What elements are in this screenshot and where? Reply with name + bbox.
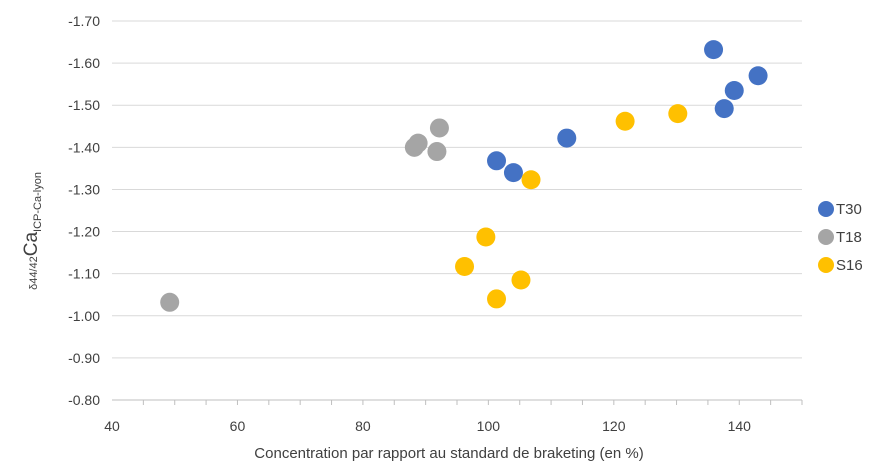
- y-tick-label: -1.20: [68, 224, 100, 240]
- y-axis-title-prefix: δ44/42: [28, 256, 40, 290]
- y-tick-label: -1.70: [68, 13, 100, 29]
- y-tick-label: -0.90: [68, 350, 100, 366]
- x-tick-label: 80: [355, 418, 371, 434]
- data-point-t30: [503, 163, 523, 183]
- y-axis-title-main: Ca: [21, 232, 42, 257]
- y-axis-title-subscript: ICP-Ca-lyon: [32, 172, 44, 232]
- x-tick-label: 60: [230, 418, 246, 434]
- grid: [112, 20, 802, 359]
- legend-label-t18: T18: [836, 229, 862, 246]
- data-point-s16: [476, 227, 496, 247]
- data-point-s16: [668, 104, 688, 124]
- x-tick-label: 40: [104, 418, 120, 434]
- data-point-t18: [429, 118, 449, 138]
- y-tick-label: -1.50: [68, 97, 100, 113]
- data-point-s16: [487, 289, 507, 309]
- legend-marker-t30: [818, 201, 834, 217]
- data-point-t30: [487, 151, 507, 171]
- data-points: [160, 40, 768, 312]
- x-tick-label: 100: [477, 418, 501, 434]
- legend-label-t30: T30: [836, 201, 862, 218]
- legend-marker-t18: [818, 229, 834, 245]
- x-tick-label: 120: [602, 418, 626, 434]
- data-point-t30: [724, 80, 744, 100]
- data-point-s16: [615, 111, 635, 131]
- y-axis-title: δ44/42CaICP-Ca-lyon: [21, 172, 44, 290]
- data-point-t30: [704, 40, 724, 60]
- data-point-t18: [427, 142, 447, 162]
- data-point-s16: [511, 270, 531, 290]
- legend-label-s16: S16: [836, 257, 863, 274]
- data-point-s16: [521, 170, 541, 190]
- y-tick-label: -1.10: [68, 266, 100, 282]
- x-axis-title: Concentration par rapport au standard de…: [254, 445, 643, 462]
- data-point-s16: [455, 257, 475, 277]
- legend: T30 T18 S16: [818, 201, 863, 274]
- y-tick-label: -1.30: [68, 181, 100, 197]
- axes: -0.80 -0.90 -1.00 -1.10 -1.20 -1.30 -1.40 -1.50…: [68, 13, 803, 434]
- legend-marker-s16: [818, 257, 834, 273]
- y-tick-label: -1.60: [68, 55, 100, 71]
- data-point-t30: [557, 128, 577, 148]
- y-tick-label: -1.00: [68, 308, 100, 324]
- y-tick-label: -0.80: [68, 392, 100, 408]
- y-tick-label: -1.40: [68, 139, 100, 155]
- data-point-t18: [408, 133, 428, 153]
- data-point-t18: [160, 292, 180, 312]
- x-tick-label: 140: [728, 418, 752, 434]
- data-point-t30: [748, 66, 768, 86]
- data-point-t30: [714, 99, 734, 119]
